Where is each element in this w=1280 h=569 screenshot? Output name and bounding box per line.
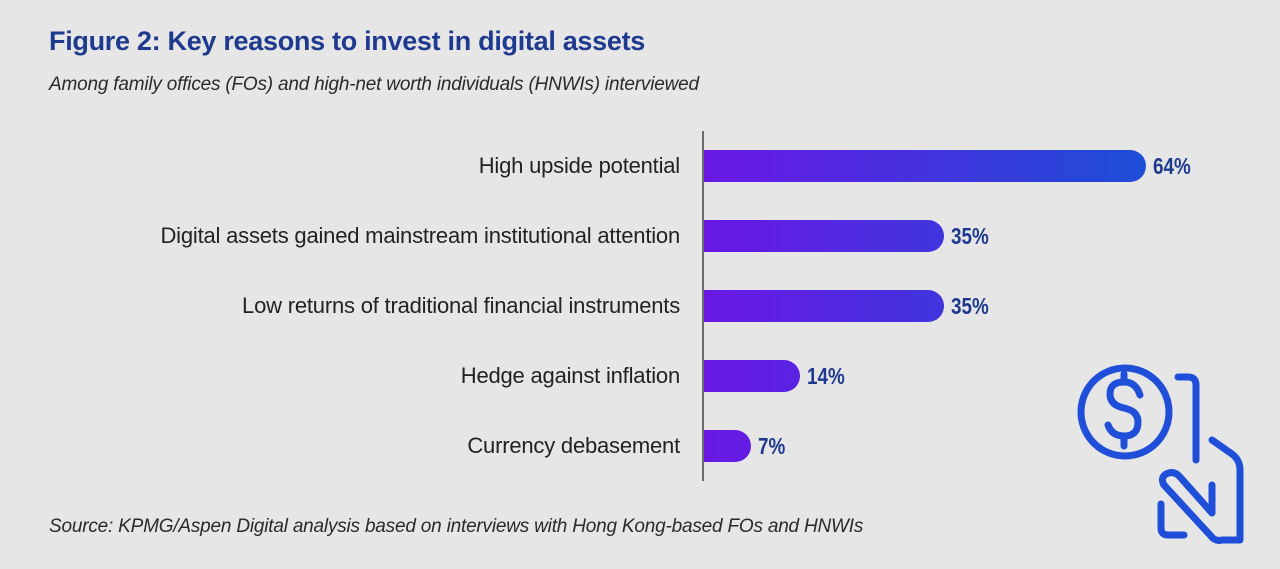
bar [704, 430, 751, 462]
bar-category-label: Currency debasement [467, 433, 680, 458]
bar-row: High upside potential 64% [0, 150, 1280, 182]
chart-title: Figure 2: Key reasons to invest in digit… [49, 26, 645, 56]
y-axis-line [702, 131, 704, 481]
bar [704, 220, 944, 252]
bar-row: Digital assets gained mainstream institu… [0, 220, 1280, 252]
bar-row: Low returns of traditional financial ins… [0, 290, 1280, 322]
bar-value-label: 35% [951, 293, 989, 319]
bar-category-label: High upside potential [478, 153, 680, 178]
bar [704, 290, 944, 322]
hand-holding-dollar-icon [1077, 364, 1244, 544]
source-note: Source: KPMG/Aspen Digital analysis base… [49, 516, 864, 537]
bar-value-label: 7% [758, 433, 786, 459]
bar-category-label: Low returns of traditional financial ins… [242, 293, 680, 318]
bar-value-label: 64% [1153, 153, 1191, 179]
bar-value-label: 14% [807, 363, 845, 389]
bar-category-label: Hedge against inflation [460, 363, 680, 388]
chart-subtitle: Among family offices (FOs) and high-net … [49, 74, 699, 95]
bar [704, 150, 1146, 182]
bar-row: Hedge against inflation 14% [0, 360, 1280, 392]
bar-category-label: Digital assets gained mainstream institu… [160, 223, 680, 248]
bar-row: Currency debasement 7% [0, 430, 1280, 462]
bar [704, 360, 800, 392]
bar-value-label: 35% [951, 223, 989, 249]
